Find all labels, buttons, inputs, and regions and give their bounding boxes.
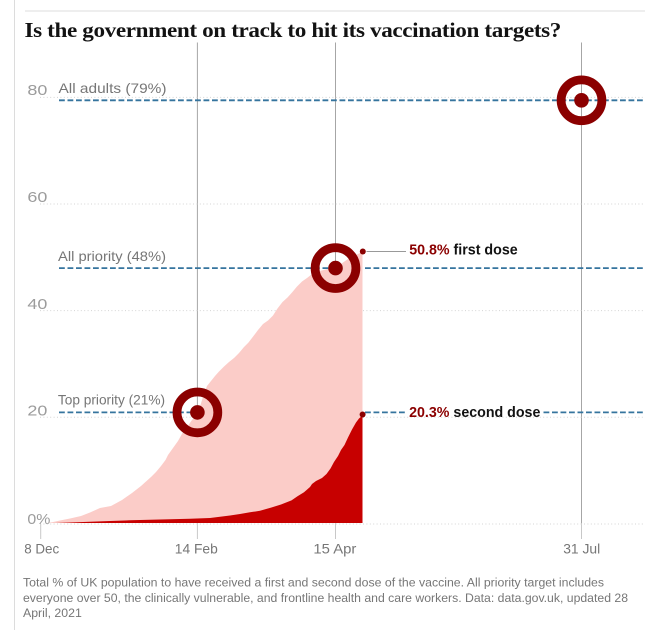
svg-text:April, 2021: April, 2021 xyxy=(23,606,82,620)
svg-text:20: 20 xyxy=(27,403,47,419)
svg-text:8 Dec: 8 Dec xyxy=(24,540,59,556)
svg-text:40: 40 xyxy=(27,297,47,313)
svg-text:0%: 0% xyxy=(27,512,50,528)
svg-text:Is the government on track to: Is the government on track to hit its va… xyxy=(25,18,562,42)
svg-text:50.8% first dose: 50.8% first dose xyxy=(409,243,518,259)
svg-text:80: 80 xyxy=(27,83,47,99)
svg-text:everyone over 50, the clinical: everyone over 50, the clinically vulnera… xyxy=(23,591,628,605)
svg-text:Total % of UK population to ha: Total % of UK population to have receive… xyxy=(23,576,604,590)
svg-text:15 Apr: 15 Apr xyxy=(313,540,356,556)
svg-text:Top priority (21%): Top priority (21%) xyxy=(58,391,165,407)
svg-text:All adults (79%): All adults (79%) xyxy=(59,80,167,96)
svg-text:20.3% second dose: 20.3% second dose xyxy=(409,405,540,421)
svg-text:All priority (48%): All priority (48%) xyxy=(58,248,166,264)
svg-text:31 Jul: 31 Jul xyxy=(563,540,600,556)
svg-text:14 Feb: 14 Feb xyxy=(175,540,218,556)
svg-text:60: 60 xyxy=(27,190,47,206)
